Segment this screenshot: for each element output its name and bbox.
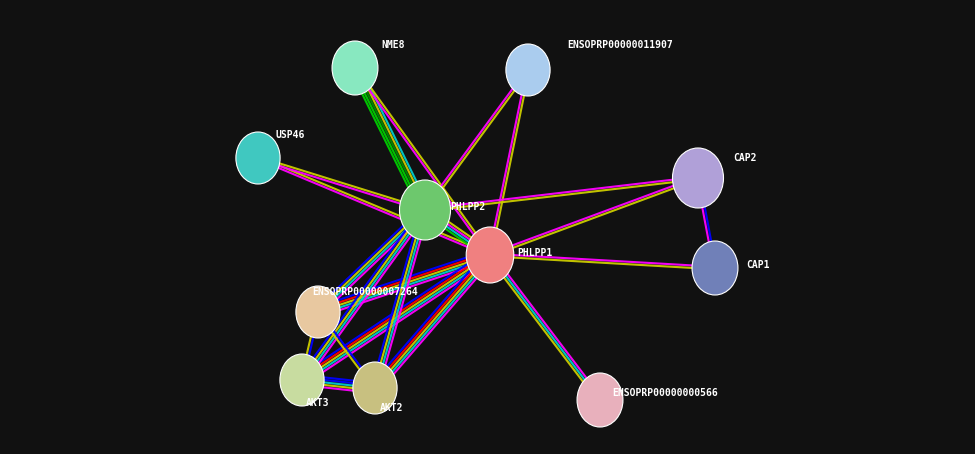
Text: ENSOPRP00000011907: ENSOPRP00000011907: [567, 40, 673, 50]
Ellipse shape: [332, 41, 378, 95]
Text: CAP2: CAP2: [733, 153, 757, 163]
Text: AKT2: AKT2: [380, 403, 404, 413]
Ellipse shape: [236, 132, 280, 184]
Text: AKT3: AKT3: [306, 398, 330, 408]
Text: ENSOPRP00000000566: ENSOPRP00000000566: [612, 388, 718, 398]
Text: PHLPP2: PHLPP2: [450, 202, 486, 212]
Ellipse shape: [577, 373, 623, 427]
Text: PHLPP1: PHLPP1: [518, 248, 553, 258]
Text: NME8: NME8: [381, 40, 405, 50]
Ellipse shape: [353, 362, 397, 414]
Text: CAP1: CAP1: [746, 260, 769, 270]
Ellipse shape: [466, 227, 514, 283]
Ellipse shape: [673, 148, 723, 208]
Ellipse shape: [295, 286, 340, 338]
Ellipse shape: [280, 354, 324, 406]
Ellipse shape: [506, 44, 550, 96]
Ellipse shape: [400, 180, 450, 240]
Text: ENSOPRP00000007264: ENSOPRP00000007264: [312, 287, 418, 297]
Ellipse shape: [692, 241, 738, 295]
Text: USP46: USP46: [275, 130, 304, 140]
